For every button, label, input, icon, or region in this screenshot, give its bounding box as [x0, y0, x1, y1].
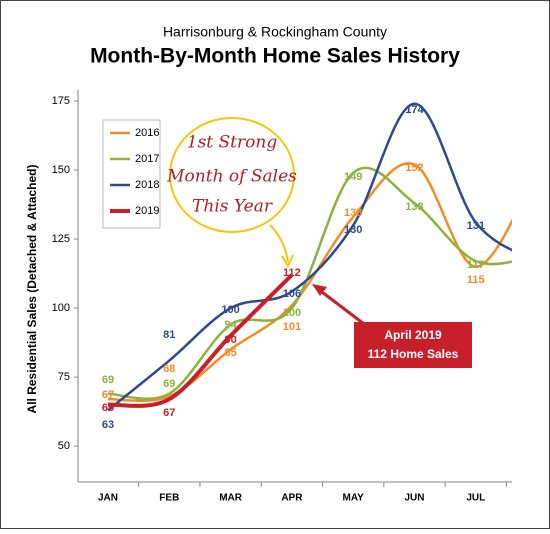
y-tick-label: 150	[52, 164, 70, 176]
y-tick-label: 100	[52, 302, 70, 314]
series-line	[107, 166, 512, 401]
y-tick-label: 75	[58, 371, 70, 383]
data-label: 67	[102, 389, 114, 401]
chart-title: Month-By-Month Home Sales History	[90, 45, 460, 68]
callout-box	[354, 322, 472, 368]
annotation-arrow	[269, 224, 289, 263]
annotation-text: This Year	[192, 197, 273, 217]
y-tick-label: 125	[52, 233, 70, 245]
plot-lines	[107, 102, 512, 412]
y-axis-label: All Residential Sales (Detached & Attach…	[25, 165, 39, 414]
data-label: 67	[163, 407, 175, 419]
data-label: 65	[102, 402, 114, 414]
series-line	[107, 102, 512, 412]
x-tick-label: JAN	[98, 493, 118, 504]
legend-label: 2017	[135, 153, 159, 165]
data-label: 133	[344, 207, 362, 219]
data-label: 106	[283, 288, 301, 300]
data-label: 174	[405, 104, 424, 116]
annotation-circle	[169, 117, 295, 233]
data-label: 117	[467, 259, 485, 271]
data-label: 112	[283, 267, 301, 279]
callout-text: April 2019	[384, 328, 442, 342]
chart-subtitle: Harrisonburg & Rockingham County	[163, 24, 387, 40]
x-tick-label: MAY	[343, 493, 365, 504]
data-label: 100	[221, 304, 239, 316]
series-line	[107, 273, 294, 408]
annotation-arrowhead	[281, 254, 294, 269]
legend-label: 2019	[135, 205, 159, 217]
data-label: 138	[405, 201, 423, 213]
data-label: 69	[163, 378, 175, 390]
x-tick-label: FEB	[159, 493, 179, 504]
y-tick-label: 50	[58, 440, 70, 452]
callout-text: 112 Home Sales	[368, 347, 459, 361]
data-label: 81	[163, 329, 175, 341]
data-label: 85	[224, 347, 236, 359]
data-label: 149	[344, 171, 362, 183]
data-label: 69	[102, 374, 114, 386]
data-label: 90	[224, 334, 236, 346]
data-label: 152	[405, 162, 423, 174]
data-label: 101	[283, 321, 301, 333]
data-label: 94	[224, 319, 237, 331]
y-tick-label: 175	[52, 95, 70, 107]
annotation-text: 1st Strong	[187, 133, 278, 153]
legend-label: 2018	[135, 179, 159, 191]
data-label: 115	[467, 274, 485, 286]
x-tick-label: JUN	[404, 493, 424, 504]
callout-arrow	[317, 287, 369, 329]
x-tick-label: APR	[281, 493, 303, 504]
annotation-text: Month of Sales	[166, 167, 297, 187]
legend-label: 2016	[135, 127, 159, 139]
data-label: 63	[102, 419, 114, 431]
x-tick-label: MAR	[219, 493, 243, 504]
data-label: 131	[467, 220, 485, 232]
data-label: 100	[283, 307, 301, 319]
data-label: 130	[344, 224, 362, 236]
x-tick-label: JUL	[466, 493, 485, 504]
callout-arrowhead	[312, 284, 327, 296]
data-label: 68	[163, 363, 175, 375]
